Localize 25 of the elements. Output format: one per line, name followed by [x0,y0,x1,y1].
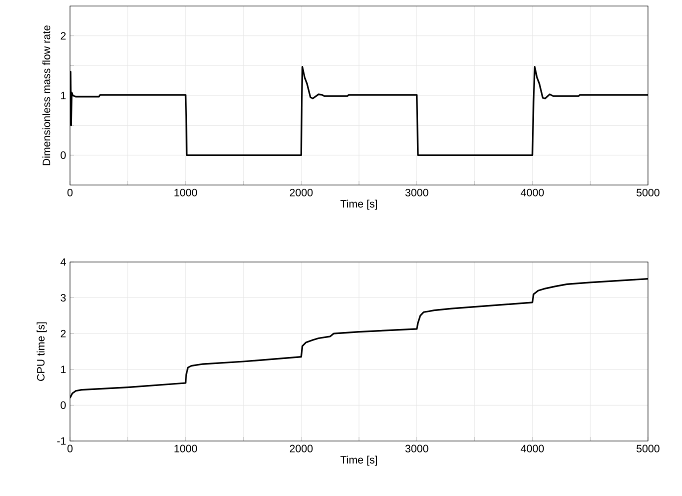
x-tick-label: 5000 [636,188,660,196]
y-tick-label: 2 [60,32,66,40]
x-tick-label: 3000 [405,444,428,452]
x-tick-label: 1000 [174,444,198,452]
y-tick-label: 3 [60,294,66,302]
x-tick-label: 3000 [405,188,428,196]
x-tick-label: 2000 [290,444,313,452]
y-tick-label: 0 [60,401,66,409]
x-tick-label: 4000 [520,188,544,196]
y-tick-label: 4 [60,258,66,266]
y-tick-label: -1 [57,437,66,445]
x-axis-title: Time [s] [340,200,377,210]
x-tick-label: 5000 [636,444,660,452]
x-tick-label: 0 [67,188,73,196]
x-tick-label: 4000 [520,444,544,452]
y-tick-label: 1 [61,366,66,374]
x-tick-label: 2000 [290,188,313,196]
y-tick-label: 1 [61,92,66,100]
y-tick-label: 2 [60,330,66,338]
x-tick-label: 0 [67,444,73,452]
x-tick-label: 1000 [174,188,198,196]
y-tick-label: 0 [60,151,66,159]
x-axis-title: Time [s] [340,456,377,466]
y-axis-title: Dimensionless mass flow rate [42,25,50,166]
y-axis-title: CPU time [s] [36,322,47,381]
